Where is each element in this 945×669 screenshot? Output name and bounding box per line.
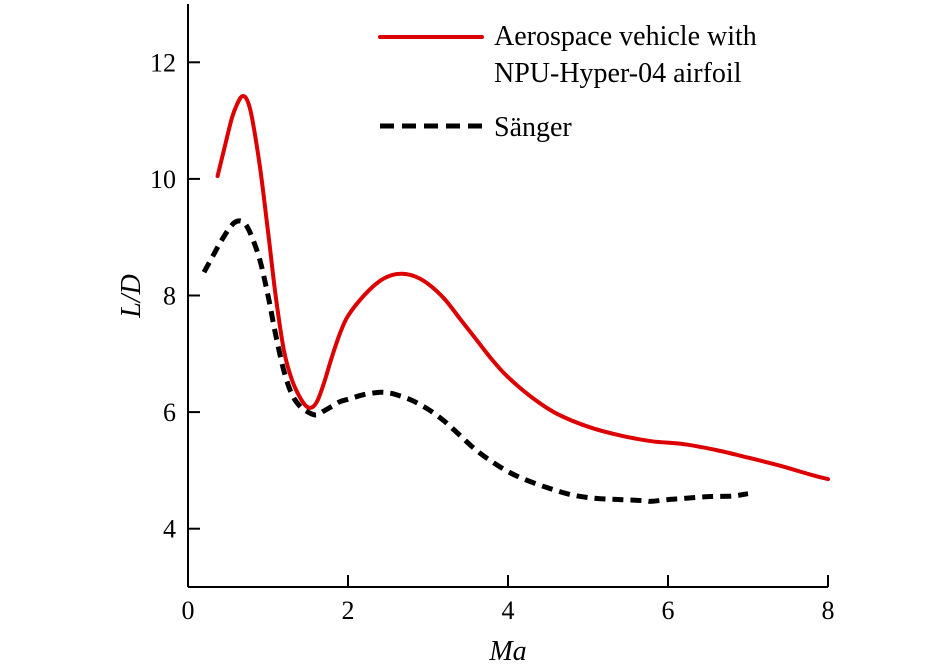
series-line-1 [215, 93, 830, 482]
x-tick-label: 8 [822, 596, 835, 625]
y-tick-label: 6 [163, 398, 176, 427]
legend-label-2: Sänger [494, 112, 572, 143]
chart-ticks: 0 2 4 6 8 4 6 8 10 12 [150, 48, 835, 625]
chart-axes [187, 4, 828, 588]
y-tick-label: 12 [150, 48, 176, 77]
y-axis-label: L/D [116, 274, 147, 319]
x-axis-label: Ma [488, 636, 526, 667]
x-tick-label: 2 [342, 596, 355, 625]
x-tick-label: 6 [662, 596, 675, 625]
chart-legend: Aerospace vehicle with NPU-Hyper-04 airfo… [378, 21, 757, 143]
y-tick-label: 8 [163, 282, 176, 311]
x-tick-label: 0 [182, 596, 195, 625]
y-tick-label: 10 [150, 165, 176, 194]
chart-series [201, 93, 830, 504]
x-tick-label: 4 [502, 596, 515, 625]
legend-label-1: NPU-Hyper-04 airfoil [494, 58, 742, 89]
series-line-2 [201, 218, 749, 504]
y-tick-label: 4 [163, 515, 176, 544]
legend-label-1: Aerospace vehicle with [494, 21, 757, 52]
